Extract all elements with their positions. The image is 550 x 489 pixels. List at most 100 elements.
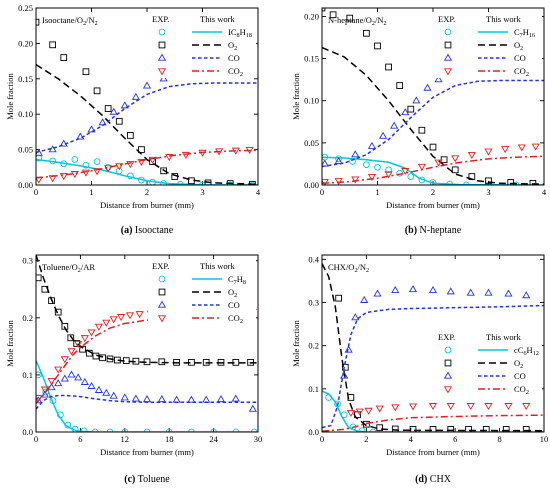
y-tick-label: 0.05	[304, 138, 319, 148]
panel-caption: (a) Isooctane	[121, 225, 174, 236]
exp-point-c7h16	[349, 158, 356, 165]
exp-point-co	[351, 313, 360, 321]
exp-point-co2	[80, 335, 89, 343]
legend-box	[148, 12, 256, 78]
exp-point-o2	[158, 358, 166, 366]
exp-point-c7h16	[512, 181, 520, 185]
legend-label: CO2	[514, 66, 529, 78]
exp-point-o2	[122, 357, 130, 364]
exp-point-ic8h18	[160, 180, 167, 185]
panel-caption: (c) Toluene	[124, 474, 170, 485]
exp-point-o2	[188, 358, 195, 366]
y-axis-label: Mole fraction	[5, 320, 15, 367]
legend-label: C7H8	[228, 274, 246, 286]
x-tick-label: 30	[254, 434, 263, 444]
exp-point-co2	[36, 176, 43, 184]
exp-point-co	[428, 286, 438, 294]
exp-point-co2	[94, 323, 103, 331]
exp-point-c7h8	[165, 428, 173, 432]
x-tick-label: 8	[497, 434, 501, 444]
exp-point-c7h16	[462, 181, 470, 185]
exp-point-ic8h18	[149, 178, 156, 185]
exp-point-co2	[417, 163, 426, 171]
exp-point-co2	[504, 403, 513, 411]
exp-point-c7h8	[64, 421, 72, 429]
legend-marker	[158, 28, 166, 36]
legend-label: CO2	[228, 66, 243, 78]
exp-point-o2	[396, 82, 404, 89]
exp-point-co2	[446, 403, 455, 411]
exp-point-co	[466, 288, 475, 296]
exp-point-o2	[329, 11, 337, 19]
y-tick-label: 0.1	[308, 384, 319, 394]
exp-point-co	[67, 370, 76, 378]
exp-point-o2	[447, 426, 455, 432]
exp-point-o2	[335, 294, 343, 302]
exp-point-ic8h18	[127, 172, 134, 180]
exp-point-c7h16	[429, 179, 437, 185]
y-tick-label: 0.0	[308, 427, 319, 437]
exp-point-co	[157, 395, 166, 403]
legend-marker	[444, 41, 452, 49]
x-tick-label: 12	[121, 434, 130, 444]
exp-point-co	[446, 287, 455, 295]
chart-title: N-heptane/O2/N2	[328, 15, 387, 27]
y-tick-label: 0.3	[22, 256, 33, 266]
legend-marker	[444, 28, 452, 36]
exp-point-co2	[148, 156, 157, 164]
exp-point-o2	[204, 179, 212, 185]
exp-point-co2	[501, 146, 510, 154]
exp-point-o2	[82, 68, 90, 76]
exp-point-co2	[59, 173, 68, 181]
chart-title: CHX/O2/N2	[328, 262, 369, 274]
panel-caption: (b) N-heptane	[405, 225, 462, 236]
chart-panel-a: 0 1 2 3 4 0.00 0.05 0.10 0.15 0.20 0.25 Distance fr…	[5, 3, 261, 236]
plot-area	[322, 263, 544, 432]
y-tick-label: 0.15	[304, 54, 319, 64]
exp-point-co2	[115, 163, 124, 171]
exp-point-o2	[60, 54, 68, 61]
y-tick-label: 0.15	[18, 74, 33, 84]
exp-point-o2	[171, 173, 179, 180]
exp-point-o2	[85, 349, 93, 357]
exp-point-co	[504, 289, 513, 297]
legend-label: O2	[228, 40, 237, 52]
exp-point-co	[484, 288, 493, 296]
exp-point-o2	[115, 117, 123, 125]
exp-point-c7h8	[232, 428, 240, 432]
exp-point-ic8h18	[176, 180, 184, 185]
x-tick-label: 1	[89, 187, 93, 197]
legend-label: CO2	[228, 313, 243, 325]
x-tick-label: 0	[34, 434, 38, 444]
exp-point-co	[248, 404, 257, 412]
sim-line-co	[36, 82, 258, 154]
exp-point-c7h16	[385, 166, 392, 174]
exp-point-co	[391, 286, 400, 294]
exp-point-co2	[125, 312, 135, 320]
y-tick-label: 0.20	[304, 11, 319, 21]
x-tick-label: 2	[145, 187, 149, 197]
exp-point-o2	[143, 358, 151, 366]
exp-point-c7h8	[42, 388, 49, 396]
exp-point-co2	[401, 168, 410, 176]
exp-point-o2	[132, 357, 140, 365]
exp-point-co2	[346, 409, 355, 417]
exp-point-co	[120, 393, 129, 401]
legend-marker	[157, 68, 167, 76]
legend-sim-header: This work	[200, 14, 235, 24]
exp-point-o2	[79, 345, 86, 353]
exp-point-co2	[355, 408, 364, 416]
exp-point-co2	[484, 148, 493, 156]
exp-point-ic8h18	[60, 160, 68, 168]
exp-point-co	[80, 377, 89, 385]
exp-point-co	[202, 395, 211, 403]
exp-point-o2	[104, 105, 112, 112]
exp-point-co	[340, 371, 349, 379]
exp-point-ic8h18	[115, 167, 123, 175]
x-tick-label: 6	[453, 434, 457, 444]
x-tick-label: 24	[209, 434, 218, 444]
exp-point-c7h8	[71, 425, 79, 432]
exp-point-o2	[429, 426, 437, 432]
